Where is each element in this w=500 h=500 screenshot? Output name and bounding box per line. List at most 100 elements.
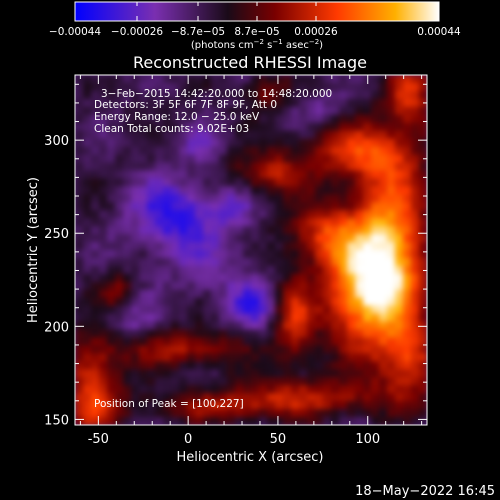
heatmap-cell: [179, 321, 188, 331]
heatmap-cell: [283, 417, 292, 425]
heatmap-cell: [115, 409, 124, 418]
heatmap-cell: [139, 345, 148, 354]
heatmap-cell: [387, 194, 396, 203]
heatmap-cell: [211, 313, 220, 323]
heatmap-cell: [307, 122, 316, 132]
heatmap-cell: [123, 75, 132, 84]
heatmap-cell: [155, 361, 164, 370]
heatmap-cell: [91, 329, 100, 339]
heatmap-cell: [99, 417, 108, 425]
heatmap-cell: [395, 242, 404, 251]
heatmap-cell: [363, 194, 372, 203]
heatmap-cell: [387, 130, 396, 140]
heatmap-cell: [395, 353, 404, 362]
heatmap-cell: [267, 82, 276, 92]
heatmap-cell: [227, 273, 236, 283]
heatmap-cell: [139, 218, 148, 227]
heatmap-cell: [395, 218, 404, 227]
heatmap-cell: [323, 210, 332, 219]
heatmap-cell: [187, 345, 196, 354]
heatmap-cell: [395, 114, 404, 124]
heatmap-cell: [363, 313, 372, 323]
heatmap-cell: [115, 170, 124, 179]
heatmap-cell: [171, 345, 180, 354]
heatmap-cell: [235, 202, 244, 211]
heatmap-cell: [315, 273, 324, 283]
heatmap-cell: [107, 289, 116, 299]
heatmap-cell: [99, 194, 108, 203]
heatmap-cell: [203, 234, 212, 243]
heatmap-cell: [203, 345, 212, 354]
heatmap-cell: [347, 393, 356, 402]
heatmap-cell: [395, 281, 404, 291]
heatmap-cell: [115, 178, 124, 187]
heatmap-cell: [331, 90, 340, 100]
heatmap-cell: [187, 329, 196, 339]
heatmap-cell: [283, 226, 292, 235]
heatmap-cell: [147, 281, 156, 291]
heatmap-cell: [219, 170, 228, 179]
heatmap-cell: [227, 202, 236, 211]
heatmap-cell: [291, 154, 300, 164]
heatmap-cell: [379, 178, 388, 187]
heatmap-cell: [115, 146, 124, 156]
heatmap-cell: [107, 138, 116, 148]
heatmap-cell: [139, 361, 148, 370]
heatmap-cell: [107, 122, 116, 132]
heatmap-cell: [379, 75, 388, 84]
heatmap-cell: [123, 393, 132, 402]
heatmap-cell: [211, 178, 220, 187]
heatmap-cell: [91, 273, 100, 283]
heatmap-cell: [243, 154, 252, 164]
heatmap-cell: [251, 353, 260, 362]
heatmap-cell: [307, 114, 316, 124]
heatmap-cell: [323, 353, 332, 362]
heatmap-cell: [195, 75, 204, 84]
heatmap-cell: [131, 178, 140, 187]
heatmap-cell: [171, 114, 180, 124]
heatmap-cell: [355, 178, 364, 187]
heatmap-cell: [75, 281, 84, 291]
heatmap-cell: [99, 82, 108, 92]
heatmap-cell: [83, 226, 92, 235]
heatmap-cell: [155, 98, 164, 108]
heatmap-cell: [243, 98, 252, 108]
heatmap-cell: [347, 114, 356, 124]
heatmap-cell: [355, 90, 364, 100]
heatmap-cell: [115, 162, 124, 172]
heatmap-cell: [371, 273, 380, 283]
heatmap-cell: [283, 138, 292, 148]
heatmap-cell: [195, 210, 204, 219]
heatmap-cell: [259, 417, 268, 425]
heatmap-cell: [83, 194, 92, 203]
heatmap-cell: [75, 186, 84, 195]
heatmap-cell: [219, 329, 228, 339]
heatmap-cell: [259, 409, 268, 418]
heatmap-cell: [315, 194, 324, 203]
heatmap-cell: [195, 234, 204, 243]
heatmap-cell: [107, 313, 116, 323]
heatmap-cell: [315, 409, 324, 418]
heatmap-cell: [339, 130, 348, 140]
heatmap-cell: [83, 385, 92, 394]
heatmap-cell: [139, 409, 148, 418]
heatmap-cell: [171, 202, 180, 211]
heatmap-cell: [163, 377, 172, 386]
heatmap-cell: [347, 281, 356, 291]
heatmap-cell: [387, 281, 396, 291]
heatmap-cell: [411, 114, 420, 124]
heatmap-cell: [411, 178, 420, 187]
heatmap-cell: [107, 218, 116, 227]
heatmap-cell: [363, 242, 372, 251]
heatmap-cell: [243, 377, 252, 386]
heatmap-cell: [99, 178, 108, 187]
heatmap-cell: [115, 186, 124, 195]
heatmap-cell: [139, 82, 148, 92]
heatmap-cell: [99, 369, 108, 378]
heatmap-cell: [179, 178, 188, 187]
heatmap-cell: [387, 369, 396, 378]
heatmap-cell: [243, 122, 252, 132]
heatmap-cell: [123, 369, 132, 378]
heatmap-cell: [347, 329, 356, 339]
heatmap-cell: [395, 409, 404, 418]
